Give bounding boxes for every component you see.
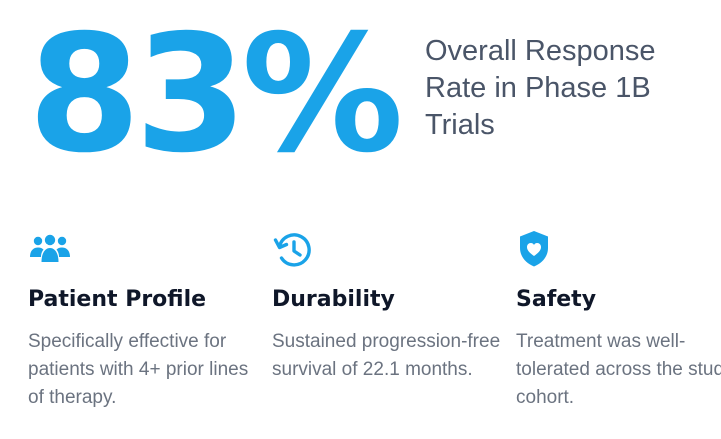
feature-description: Specifically effective for patients with…	[28, 331, 249, 408]
history-clock-icon	[273, 233, 311, 267]
feature-patient-profile: Patient Profile Specifically effective f…	[28, 228, 258, 412]
feature-title: Patient Profile	[28, 287, 207, 312]
feature-title: Durability	[272, 287, 395, 312]
users-icon	[30, 234, 70, 262]
hero-section: 83% Overall Response Rate in Phase 1B Tr…	[0, 0, 721, 190]
features-section: Patient Profile Specifically effective f…	[0, 228, 721, 428]
response-rate-stat: 83%	[28, 1, 404, 189]
shield-heart-icon	[520, 231, 548, 267]
feature-durability: Durability Sustained progression-free su…	[272, 228, 502, 384]
response-rate-caption: Overall Response Rate in Phase 1B Trials	[425, 35, 656, 141]
feature-description: Sustained progression-free survival of 2…	[272, 331, 501, 380]
feature-title: Safety	[516, 287, 597, 312]
feature-safety: Safety Treatment was well-tolerated acro…	[516, 228, 721, 412]
feature-description: Treatment was well-tolerated across the …	[516, 331, 721, 408]
